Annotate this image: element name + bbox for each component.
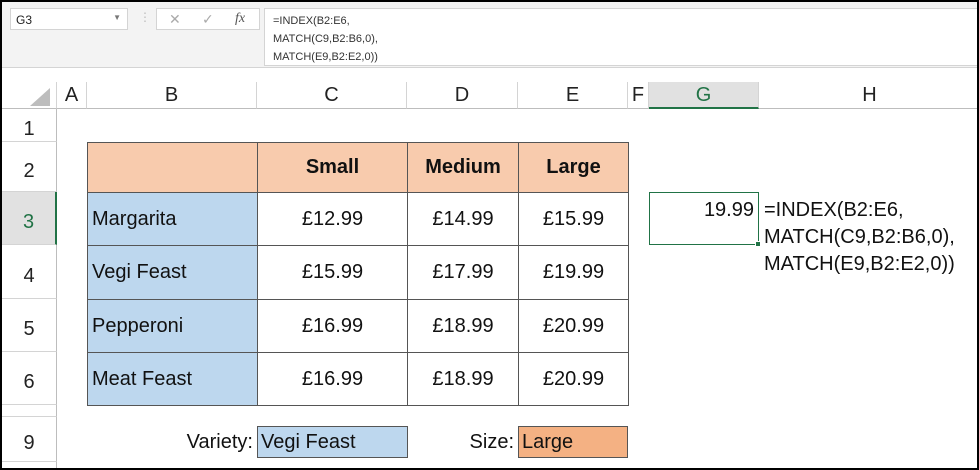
price-cell[interactable]: £14.99 bbox=[407, 192, 519, 246]
drag-handle-icon[interactable]: ⋮ bbox=[139, 10, 151, 24]
column-header-H[interactable]: H bbox=[759, 82, 977, 109]
price-cell[interactable]: £15.99 bbox=[518, 192, 629, 246]
row-header-6[interactable]: 6 bbox=[2, 352, 57, 405]
column-header-B[interactable]: B bbox=[87, 82, 257, 109]
row-header-9[interactable]: 9 bbox=[2, 417, 57, 462]
variety-cell[interactable]: Meat Feast bbox=[87, 352, 258, 406]
column-heading-large[interactable]: Large bbox=[518, 142, 629, 193]
formula-buttons: ✕ ✓ fx bbox=[156, 8, 260, 30]
column-heading-small[interactable]: Small bbox=[257, 142, 408, 193]
column-header-F[interactable]: F bbox=[628, 82, 649, 109]
price-cell[interactable]: £20.99 bbox=[518, 352, 629, 406]
column-header-E[interactable]: E bbox=[518, 82, 628, 109]
price-cell[interactable]: £17.99 bbox=[407, 245, 519, 300]
variety-cell[interactable]: Margarita bbox=[87, 192, 258, 246]
price-cell[interactable]: £19.99 bbox=[518, 245, 629, 300]
table-corner-cell[interactable] bbox=[87, 142, 258, 193]
price-cell[interactable]: £18.99 bbox=[407, 352, 519, 406]
cancel-icon[interactable]: ✕ bbox=[169, 11, 181, 27]
column-header-D[interactable]: D bbox=[407, 82, 518, 109]
price-cell[interactable]: £16.99 bbox=[257, 352, 408, 406]
fx-icon[interactable]: fx bbox=[235, 11, 246, 26]
variety-input[interactable]: Vegi Feast bbox=[257, 426, 408, 458]
price-cell[interactable]: £18.99 bbox=[407, 299, 519, 353]
variety-cell[interactable]: Vegi Feast bbox=[87, 245, 258, 300]
formula-text-line: MATCH(C9,B2:B6,0), bbox=[764, 226, 955, 248]
price-cell[interactable]: £20.99 bbox=[518, 299, 629, 353]
name-box[interactable]: G3 ▼ bbox=[10, 8, 128, 30]
formula-bar-area: G3 ▼ ⋮ ✕ ✓ fx =INDEX(B2:E6, MATCH(C9,B2:B… bbox=[2, 2, 977, 68]
price-cell[interactable]: £15.99 bbox=[257, 245, 408, 300]
enter-icon[interactable]: ✓ bbox=[202, 11, 214, 27]
chevron-down-icon[interactable]: ▼ bbox=[113, 13, 121, 22]
result-cell-G3[interactable]: 19.99 bbox=[649, 192, 759, 245]
price-cell[interactable]: £16.99 bbox=[257, 299, 408, 353]
formula-input[interactable]: =INDEX(B2:E6, MATCH(C9,B2:B6,0), MATCH(E… bbox=[264, 8, 977, 66]
variety-cell[interactable]: Pepperoni bbox=[87, 299, 258, 353]
column-header-A[interactable]: A bbox=[57, 82, 87, 109]
variety-label: Variety: bbox=[186, 430, 253, 453]
column-header-C[interactable]: C bbox=[257, 82, 407, 109]
row-header-2[interactable]: 2 bbox=[2, 142, 57, 192]
row-header-3[interactable]: 3 bbox=[2, 192, 57, 245]
row-header-10[interactable]: 10 bbox=[2, 462, 57, 468]
row-header-1[interactable]: 1 bbox=[2, 109, 57, 142]
price-cell[interactable]: £12.99 bbox=[257, 192, 408, 246]
column-header-G[interactable]: G bbox=[649, 82, 759, 109]
size-input[interactable]: Large bbox=[518, 426, 628, 458]
column-heading-medium[interactable]: Medium bbox=[407, 142, 519, 193]
fill-handle[interactable] bbox=[755, 241, 761, 247]
row-header-5[interactable]: 5 bbox=[2, 299, 57, 352]
name-box-value: G3 bbox=[16, 13, 33, 27]
formula-text-line: =INDEX(B2:E6, bbox=[764, 199, 904, 221]
row-header-hidden[interactable] bbox=[2, 405, 57, 417]
select-all-button[interactable] bbox=[2, 82, 57, 109]
row-header-4[interactable]: 4 bbox=[2, 245, 57, 299]
formula-text-line: MATCH(E9,B2:E2,0)) bbox=[764, 253, 955, 275]
size-label: Size: bbox=[469, 430, 514, 453]
